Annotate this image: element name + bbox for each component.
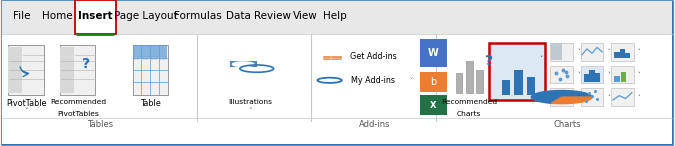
Text: Get Add-ins: Get Add-ins [350, 52, 397, 61]
Bar [611, 66, 634, 83]
Text: Charts: Charts [457, 111, 481, 117]
Bar [9, 47, 22, 93]
Text: Data: Data [226, 11, 251, 21]
Bar [420, 95, 447, 115]
Bar [331, 56, 342, 58]
Text: ˅: ˅ [577, 95, 580, 100]
Bar [580, 43, 603, 61]
Text: Tables: Tables [87, 120, 113, 129]
Text: ˅: ˅ [577, 49, 580, 54]
Bar [614, 76, 620, 82]
Text: ˅: ˅ [608, 95, 610, 100]
Bar [625, 53, 630, 58]
Text: Recommended: Recommended [441, 99, 497, 105]
Text: ˅: ˅ [638, 49, 641, 54]
Text: Charts: Charts [554, 120, 580, 129]
Text: ˅: ˅ [24, 108, 28, 114]
Bar [580, 88, 603, 106]
Bar [160, 57, 165, 59]
Text: Add-ins: Add-ins [359, 120, 391, 129]
Bar [551, 43, 562, 60]
Text: ˅: ˅ [540, 56, 543, 61]
Circle shape [232, 62, 254, 67]
Bar [3, 1, 672, 34]
Bar [514, 70, 522, 95]
Bar [420, 39, 447, 67]
Bar [142, 57, 148, 59]
Bar [550, 43, 573, 61]
Bar [61, 47, 74, 93]
Bar [323, 56, 333, 58]
Bar [621, 72, 626, 82]
Bar [134, 57, 139, 59]
Text: ˅: ˅ [608, 72, 610, 77]
Bar [456, 73, 462, 93]
Bar [550, 66, 573, 83]
Bar [611, 43, 634, 61]
Text: Illustrations: Illustrations [228, 99, 272, 105]
Bar [620, 49, 625, 58]
Bar [476, 70, 483, 93]
Wedge shape [551, 97, 592, 104]
Text: View: View [293, 11, 318, 21]
Wedge shape [531, 91, 592, 103]
FancyBboxPatch shape [74, 0, 115, 34]
Text: PivotTable: PivotTable [6, 99, 47, 108]
Text: File: File [14, 11, 30, 21]
Bar [3, 34, 672, 144]
Bar [9, 45, 44, 95]
FancyBboxPatch shape [489, 43, 545, 100]
Text: ?: ? [82, 57, 90, 71]
Bar [589, 70, 595, 82]
Text: ˅: ˅ [409, 78, 412, 83]
Bar [584, 74, 589, 82]
Bar [595, 73, 600, 82]
Text: ˅: ˅ [638, 72, 641, 77]
Text: PivotTables: PivotTables [57, 111, 99, 117]
Bar [550, 88, 573, 106]
Text: ˅: ˅ [248, 108, 252, 114]
Text: Page Layout: Page Layout [114, 11, 178, 21]
Text: Table: Table [140, 99, 161, 108]
Bar [331, 58, 342, 60]
Bar [580, 66, 603, 83]
Text: b: b [431, 77, 437, 87]
Bar [230, 61, 256, 67]
Text: Recommended: Recommended [50, 99, 106, 105]
Text: Insert: Insert [78, 11, 113, 21]
Text: ˅: ˅ [577, 72, 580, 77]
Bar [323, 58, 333, 60]
Text: My Add-ins: My Add-ins [351, 76, 395, 85]
Text: Formulas: Formulas [174, 11, 221, 21]
Bar [61, 45, 95, 95]
Text: Review: Review [254, 11, 291, 21]
Text: ˅: ˅ [608, 49, 610, 54]
Bar [466, 61, 472, 93]
Text: W: W [428, 48, 439, 58]
Bar [611, 88, 634, 106]
Text: Help: Help [323, 11, 347, 21]
Bar [526, 77, 535, 95]
Text: X: X [430, 101, 437, 110]
Bar [420, 72, 447, 92]
FancyBboxPatch shape [3, 1, 672, 144]
Text: Home: Home [42, 11, 72, 21]
Text: ˅: ˅ [638, 95, 641, 100]
Bar [132, 45, 167, 95]
Bar [133, 45, 167, 58]
Text: ?: ? [485, 54, 493, 68]
Bar [502, 80, 510, 95]
Bar [614, 52, 620, 58]
Bar [151, 57, 157, 59]
